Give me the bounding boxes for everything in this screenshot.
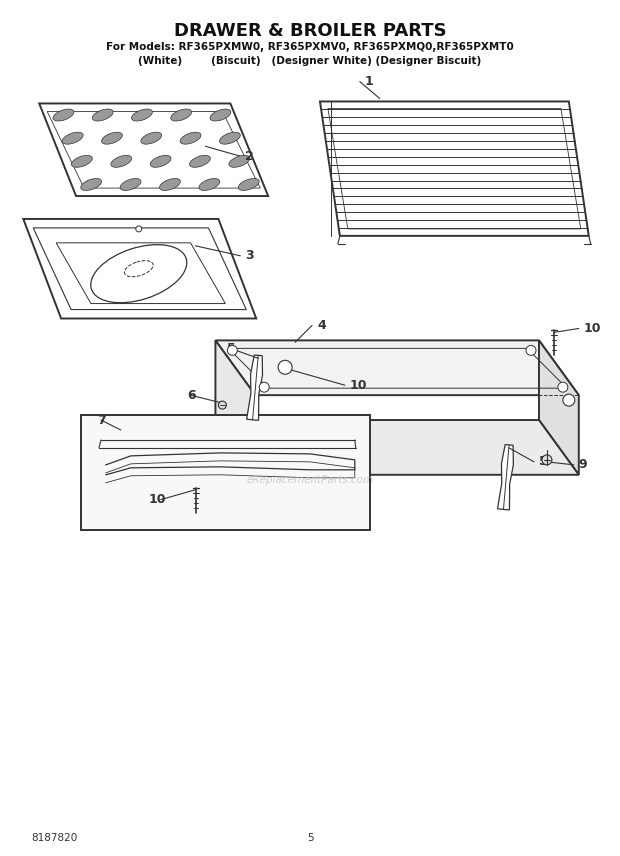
Text: 1: 1 <box>365 75 373 88</box>
Text: 9: 9 <box>579 458 587 472</box>
Text: 6: 6 <box>187 389 195 401</box>
Ellipse shape <box>71 155 92 167</box>
Circle shape <box>136 226 142 232</box>
Text: 5: 5 <box>539 455 547 468</box>
Ellipse shape <box>102 132 122 144</box>
Ellipse shape <box>170 109 192 121</box>
Polygon shape <box>539 341 579 475</box>
Polygon shape <box>215 341 579 395</box>
Polygon shape <box>320 102 589 236</box>
Ellipse shape <box>190 155 210 167</box>
Circle shape <box>558 383 568 392</box>
Ellipse shape <box>150 155 171 167</box>
Ellipse shape <box>159 179 180 191</box>
Ellipse shape <box>229 155 250 167</box>
Polygon shape <box>215 420 579 475</box>
Ellipse shape <box>120 179 141 191</box>
Ellipse shape <box>62 132 83 144</box>
Ellipse shape <box>131 109 153 121</box>
Circle shape <box>218 401 226 409</box>
Ellipse shape <box>81 179 102 191</box>
Circle shape <box>526 345 536 355</box>
Circle shape <box>542 455 552 465</box>
Ellipse shape <box>238 179 259 191</box>
Circle shape <box>259 383 269 392</box>
Text: 8187820: 8187820 <box>31 833 78 843</box>
Text: DRAWER & BROILER PARTS: DRAWER & BROILER PARTS <box>174 21 446 40</box>
Polygon shape <box>215 341 255 475</box>
Polygon shape <box>497 444 513 510</box>
Ellipse shape <box>92 109 113 121</box>
Circle shape <box>228 345 237 355</box>
Ellipse shape <box>210 109 231 121</box>
Polygon shape <box>39 104 268 196</box>
Text: 2: 2 <box>246 150 254 163</box>
Text: 3: 3 <box>246 249 254 262</box>
Text: 10: 10 <box>148 493 166 506</box>
Text: 5: 5 <box>307 833 313 843</box>
Ellipse shape <box>219 132 241 144</box>
Text: eReplacementParts.com: eReplacementParts.com <box>246 475 374 484</box>
Text: (White)        (Biscuit)   (Designer White) (Designer Biscuit): (White) (Biscuit) (Designer White) (Desi… <box>138 56 482 66</box>
Polygon shape <box>81 415 370 530</box>
Circle shape <box>278 360 292 374</box>
Text: 7: 7 <box>97 413 106 426</box>
Ellipse shape <box>180 132 201 144</box>
Text: 5: 5 <box>226 342 236 355</box>
Polygon shape <box>24 219 256 318</box>
Ellipse shape <box>53 109 74 121</box>
Text: 10: 10 <box>350 378 367 392</box>
Text: 4: 4 <box>317 319 326 332</box>
Ellipse shape <box>141 132 162 144</box>
Text: 10: 10 <box>584 322 601 335</box>
Polygon shape <box>247 355 262 420</box>
Ellipse shape <box>111 155 131 167</box>
Text: For Models: RF365PXMW0, RF365PXMV0, RF365PXMQ0,RF365PXMT0: For Models: RF365PXMW0, RF365PXMV0, RF36… <box>106 42 514 51</box>
Circle shape <box>563 394 575 406</box>
Ellipse shape <box>199 179 219 191</box>
